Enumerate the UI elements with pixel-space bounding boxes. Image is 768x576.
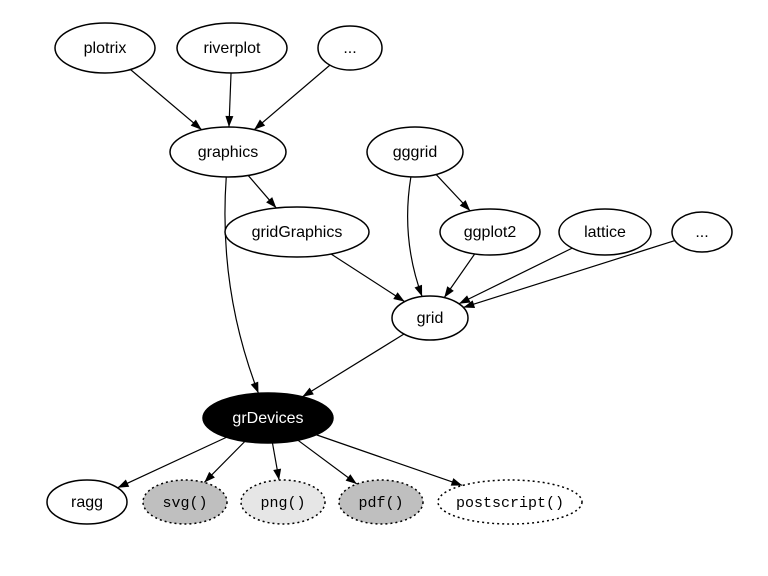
node-gggrid: gggrid xyxy=(367,127,463,177)
node-plotrix: plotrix xyxy=(55,23,155,73)
edge xyxy=(408,177,422,297)
edge xyxy=(459,248,572,304)
node-graphics: graphics xyxy=(170,127,286,177)
node-ggplot2: ggplot2 xyxy=(440,209,540,255)
node-riverplot: riverplot xyxy=(177,23,287,73)
node-label: graphics xyxy=(198,144,258,161)
node-label: svg() xyxy=(162,495,207,512)
edge xyxy=(130,70,201,130)
arrowhead xyxy=(118,480,130,488)
node-label: pdf() xyxy=(358,495,403,512)
node-grid: grid xyxy=(392,296,468,340)
edge xyxy=(225,177,259,393)
node-label: grid xyxy=(417,310,444,327)
node-label: plotrix xyxy=(84,40,127,57)
edge xyxy=(331,254,405,302)
node-label: gggrid xyxy=(393,144,437,161)
arrowhead xyxy=(459,295,471,303)
node-label: riverplot xyxy=(204,40,261,57)
node-grDevices: grDevices xyxy=(203,393,333,443)
arrowhead xyxy=(393,292,404,301)
node-svg: svg() xyxy=(143,480,227,524)
node-label: ... xyxy=(343,40,356,57)
arrowhead xyxy=(251,382,259,394)
arrowhead xyxy=(415,285,423,297)
dependency-graph: plotrix riverplot... graphics gggrid gridGra… xyxy=(0,0,768,576)
node-more_top: ... xyxy=(318,26,382,70)
node-label: ... xyxy=(695,224,708,241)
edge xyxy=(254,65,330,130)
arrowhead xyxy=(302,388,313,397)
node-label: postscript() xyxy=(456,495,564,512)
arrowhead xyxy=(225,116,233,127)
edge xyxy=(118,437,227,488)
node-postscript: postscript() xyxy=(438,480,582,524)
node-lattice: lattice xyxy=(559,209,651,255)
node-more_right: ... xyxy=(672,212,732,252)
arrowhead xyxy=(444,286,454,297)
node-label: ggplot2 xyxy=(464,224,517,241)
node-label: ragg xyxy=(71,494,103,511)
node-ragg: ragg xyxy=(47,480,127,524)
arrowhead xyxy=(451,478,463,486)
node-label: png() xyxy=(260,495,305,512)
nodes-layer: plotrix riverplot... graphics gggrid gridGra… xyxy=(47,23,732,524)
edge xyxy=(302,334,404,397)
node-label: lattice xyxy=(584,224,626,241)
edge xyxy=(298,440,357,484)
arrowhead xyxy=(273,469,281,481)
arrowhead xyxy=(346,474,357,484)
node-label: gridGraphics xyxy=(252,224,343,241)
edge xyxy=(316,435,462,486)
node-label: grDevices xyxy=(232,410,303,427)
node-gridGraphics: gridGraphics xyxy=(225,207,369,257)
node-pdf: pdf() xyxy=(339,480,423,524)
node-png: png() xyxy=(241,480,325,524)
